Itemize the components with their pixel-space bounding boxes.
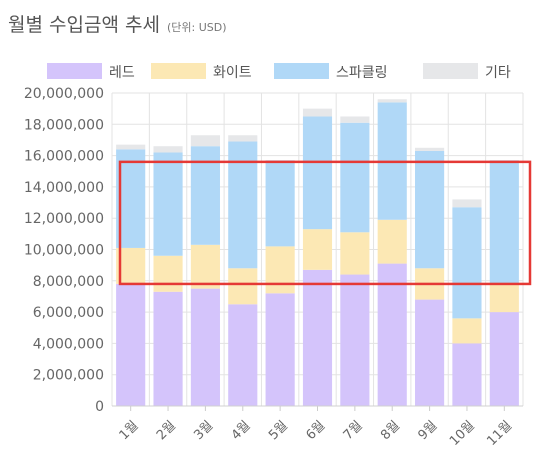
legend-swatch [274,63,329,79]
bar-segment [452,343,482,406]
x-tick-label: 11월 [484,418,515,449]
y-tick-label: 20,000,000 [24,86,104,102]
bar-segment [377,263,407,406]
bar-segment [228,268,258,305]
x-tick-label: 9월 [416,418,441,443]
legend-swatch [47,63,102,79]
bar-segment [228,135,258,142]
bar-segment [265,246,295,294]
bar-segment [415,147,445,151]
legend-swatch [151,63,206,79]
legend-label: 레드 [109,65,135,81]
bar-segment [302,269,333,406]
bar-segment [377,219,407,264]
bar-segment [302,116,333,230]
bar-segment [489,312,519,406]
bar-segment [452,207,482,319]
bar-segment [489,160,519,284]
bar-segment [228,304,258,406]
legend-label: 기타 [485,65,511,81]
bar-segment [265,293,295,406]
x-tick-label: 2월 [154,418,179,443]
legend-label: 스파클링 [336,65,388,81]
bar-segment [415,299,445,406]
bar-segment [489,283,519,313]
y-tick-label: 14,000,000 [24,180,104,196]
bar-segment [340,122,370,233]
x-tick-label: 1월 [117,418,142,443]
y-tick-label: 0 [95,399,104,415]
chart-title-block: 월별 수입금액 추세 (단위: USD) [8,10,227,37]
y-tick-label: 4,000,000 [33,336,104,352]
bar-segment [190,135,220,147]
x-tick-label: 7월 [341,418,366,443]
bar-segment [377,99,407,103]
bar-segment [190,288,220,406]
chart-subtitle: (단위: USD) [167,21,227,34]
bar-segment [452,318,482,344]
y-tick-label: 10,000,000 [24,243,104,259]
x-tick-label: 6월 [303,418,328,443]
y-tick-label: 16,000,000 [24,149,104,165]
bar-segment [116,283,146,406]
bar-segment [190,244,220,289]
x-tick-label: 4월 [229,418,254,443]
y-tick-label: 8,000,000 [33,274,104,290]
bar-segment [153,146,183,153]
bar-segment [340,116,370,123]
legend-swatch [423,63,478,79]
y-tick-label: 2,000,000 [33,368,104,384]
chart-title: 월별 수입금액 추세 [8,14,160,36]
x-tick-label: 3월 [191,418,216,443]
x-tick-label: 5월 [266,418,291,443]
bar-segment [302,108,333,117]
x-tick-label: 8월 [378,418,403,443]
bar-segment [153,152,183,256]
y-tick-label: 12,000,000 [24,211,104,227]
highlight-box [118,160,532,286]
bar-segment [340,274,370,406]
y-tick-label: 18,000,000 [24,117,104,133]
bar-segment [228,141,258,269]
bar-segment [116,144,146,150]
bar-segment [153,255,183,292]
bar-segment [452,199,482,208]
bar-segment [340,232,370,275]
bar-segment [265,160,295,247]
bar-segment [153,291,183,406]
bar-segment [302,229,333,270]
x-tick-label: 10월 [447,418,478,449]
legend-label: 화이트 [213,65,252,81]
bar-segment [415,150,445,269]
y-tick-label: 6,000,000 [33,305,104,321]
